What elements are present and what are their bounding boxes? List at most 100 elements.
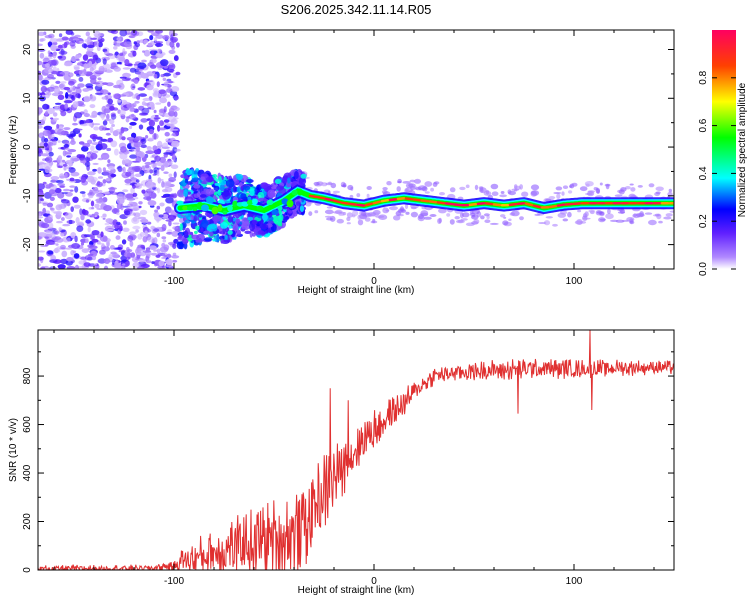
ridge-core-segment bbox=[396, 197, 406, 201]
heatmap-cell bbox=[119, 153, 128, 160]
heatmap-cell bbox=[203, 230, 211, 235]
heatmap-cell bbox=[569, 185, 573, 188]
heatmap-cell bbox=[424, 181, 433, 187]
heatmap-cell bbox=[124, 210, 131, 216]
heatmap-cell bbox=[63, 86, 71, 91]
heatmap-cell bbox=[80, 213, 85, 221]
heatmap-cell bbox=[140, 218, 149, 224]
heatmap-cell bbox=[129, 121, 137, 126]
heatmap-cell bbox=[126, 197, 136, 201]
heatmap-cell bbox=[50, 44, 57, 52]
heatmap-cell bbox=[127, 235, 134, 242]
heatmap-cell bbox=[190, 214, 195, 221]
heatmap-cell bbox=[38, 216, 44, 219]
heatmap-cell bbox=[57, 264, 66, 269]
heatmap-cell bbox=[66, 133, 73, 138]
heatmap-cell bbox=[139, 251, 147, 257]
heatmap-cell bbox=[42, 103, 50, 110]
heatmap-cell bbox=[38, 132, 45, 139]
heatmap-cell bbox=[122, 72, 131, 78]
heatmap-cell bbox=[232, 223, 239, 232]
heatmap-cell bbox=[400, 206, 404, 212]
heatmap-cell bbox=[140, 244, 146, 249]
heatmap-cell bbox=[81, 248, 90, 254]
heatmap-cell bbox=[73, 66, 80, 71]
heatmap-cell bbox=[140, 73, 150, 79]
heatmap-cell bbox=[107, 159, 111, 164]
heatmap-cell bbox=[182, 238, 189, 245]
heatmap-cell bbox=[118, 249, 127, 253]
heatmap-cell bbox=[449, 187, 456, 193]
heatmap-cell bbox=[59, 185, 66, 188]
heatmap-cell bbox=[74, 186, 79, 193]
heatmap-cell bbox=[102, 63, 111, 71]
heatmap-cell bbox=[159, 144, 164, 148]
heatmap-cell bbox=[663, 216, 672, 220]
ridge-core-segment bbox=[324, 197, 334, 202]
snr-x-label: Height of straight line (km) bbox=[298, 585, 415, 596]
heatmap-cell bbox=[107, 165, 115, 170]
heatmap-cell bbox=[131, 165, 140, 173]
heatmap-cell bbox=[172, 259, 178, 263]
heatmap-cell bbox=[161, 146, 170, 149]
heatmap-cell bbox=[89, 75, 97, 80]
heatmap-cell bbox=[644, 212, 653, 215]
heatmap-cell bbox=[153, 228, 160, 232]
heatmap-cell bbox=[87, 246, 93, 251]
heatmap-cell bbox=[66, 266, 76, 269]
snr-series-line bbox=[38, 330, 674, 570]
heatmap-cell bbox=[156, 169, 160, 177]
heatmap-cell bbox=[484, 219, 491, 223]
heatmap-cell bbox=[342, 212, 347, 216]
colorbar-tick-label: 0.2 bbox=[698, 214, 709, 228]
heatmap-cell bbox=[48, 189, 56, 195]
heatmap-cell bbox=[359, 214, 368, 220]
ridge-core-segment bbox=[404, 197, 414, 201]
heatmap-cell bbox=[131, 132, 137, 139]
heatmap-cell bbox=[247, 196, 252, 201]
chart-title: S206.2025.342.11.14.R05 bbox=[281, 2, 432, 17]
heatmap-cell bbox=[105, 177, 111, 182]
heatmap-cell bbox=[80, 176, 87, 183]
heatmap-cell bbox=[116, 247, 123, 250]
heatmap-cell bbox=[629, 220, 635, 225]
heatmap-cell bbox=[246, 199, 254, 205]
heatmap-cell bbox=[100, 231, 104, 238]
heatmap-cell bbox=[153, 117, 161, 120]
heatmap-cell bbox=[410, 211, 418, 218]
heatmap-cell bbox=[155, 254, 161, 258]
heatmap-cell bbox=[242, 185, 251, 191]
heatmap-cell bbox=[148, 128, 154, 135]
heatmap-cell bbox=[240, 193, 247, 200]
heatmap-cell bbox=[42, 116, 47, 122]
heatmap-cell bbox=[219, 235, 226, 240]
heatmap-cell bbox=[67, 149, 77, 153]
heatmap-cell bbox=[40, 85, 48, 93]
ridge-core-segment bbox=[524, 202, 534, 207]
heatmap-cell bbox=[150, 245, 158, 251]
heatmap-cell bbox=[555, 186, 563, 191]
heatmap-cell bbox=[242, 211, 246, 216]
heatmap-cell bbox=[332, 190, 340, 194]
heatmap-cell bbox=[186, 181, 193, 185]
heatmap-cell bbox=[109, 245, 115, 250]
heatmap-cell bbox=[557, 212, 567, 218]
heatmap-cell bbox=[40, 266, 46, 269]
heatmap-cell bbox=[78, 221, 84, 225]
heatmap-cell bbox=[38, 43, 43, 47]
heatmap-cell bbox=[38, 263, 41, 267]
heatmap-cell bbox=[178, 233, 183, 239]
ridge-core-segment bbox=[412, 198, 422, 202]
heatmap-cell bbox=[107, 54, 117, 59]
heatmap-cell bbox=[116, 99, 122, 103]
heatmap-cell bbox=[145, 181, 154, 189]
ridge-core-segment bbox=[340, 201, 350, 205]
heatmap-cell bbox=[133, 142, 139, 147]
heatmap-cell bbox=[93, 82, 101, 85]
heatmap-cell bbox=[100, 111, 106, 115]
heatmap-cell bbox=[73, 38, 80, 41]
heatmap-cell bbox=[48, 142, 53, 147]
heatmap-cell bbox=[76, 154, 83, 159]
heatmap-cell bbox=[91, 255, 97, 261]
